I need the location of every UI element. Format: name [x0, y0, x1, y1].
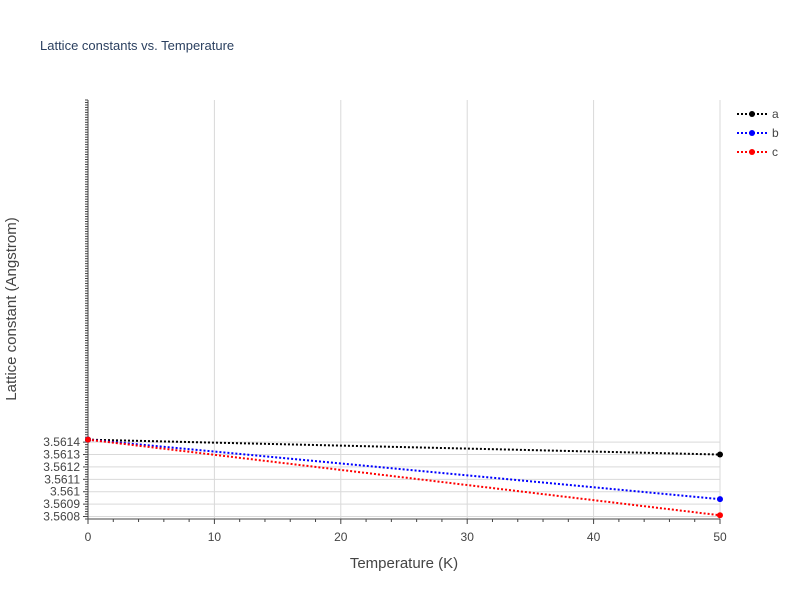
y-axis-title: Lattice constant (Angstrom) — [3, 217, 20, 400]
axes: 0 10 20 30 40 50 3.56083.56093.5613.56113.5612… — [43, 99, 727, 544]
chart-title: Lattice constants vs. Temperature — [40, 38, 234, 53]
data-point-c — [717, 512, 723, 519]
x-tick-label: 0 — [85, 530, 92, 544]
series-layer — [85, 436, 723, 519]
y-tick-label: 3.5613 — [43, 448, 80, 462]
y-tick-label: 3.5614 — [43, 435, 80, 449]
legend-marker — [749, 149, 755, 155]
y-tick-label: 3.5611 — [44, 472, 80, 486]
grid — [88, 100, 721, 519]
legend[interactable]: abc — [737, 107, 779, 159]
y-tick-label: 3.5612 — [43, 460, 80, 474]
data-point-c — [85, 436, 91, 443]
series-line-a — [87, 438, 721, 456]
x-axis-title: Temperature (K) — [350, 555, 458, 572]
legend-marker — [749, 130, 755, 136]
x-tick-label: 30 — [461, 530, 475, 544]
legend-item-b[interactable]: b — [737, 126, 779, 140]
legend-label: c — [772, 145, 778, 159]
series-line-b — [87, 438, 721, 501]
x-tick-label: 40 — [587, 530, 601, 544]
y-tick-label: 3.5608 — [43, 510, 80, 524]
x-tick-label: 10 — [208, 530, 222, 544]
legend-item-c[interactable]: c — [737, 145, 778, 159]
legend-item-a[interactable]: a — [737, 107, 779, 121]
y-tick-label: 3.5609 — [43, 497, 80, 511]
legend-label: a — [772, 107, 779, 121]
legend-marker — [749, 111, 755, 117]
x-tick-label: 20 — [334, 530, 348, 544]
y-tick-label: 3.561 — [50, 485, 80, 499]
data-point-b — [717, 496, 723, 503]
x-tick-label: 50 — [713, 530, 727, 544]
legend-label: b — [772, 126, 779, 140]
data-point-a — [717, 451, 723, 458]
